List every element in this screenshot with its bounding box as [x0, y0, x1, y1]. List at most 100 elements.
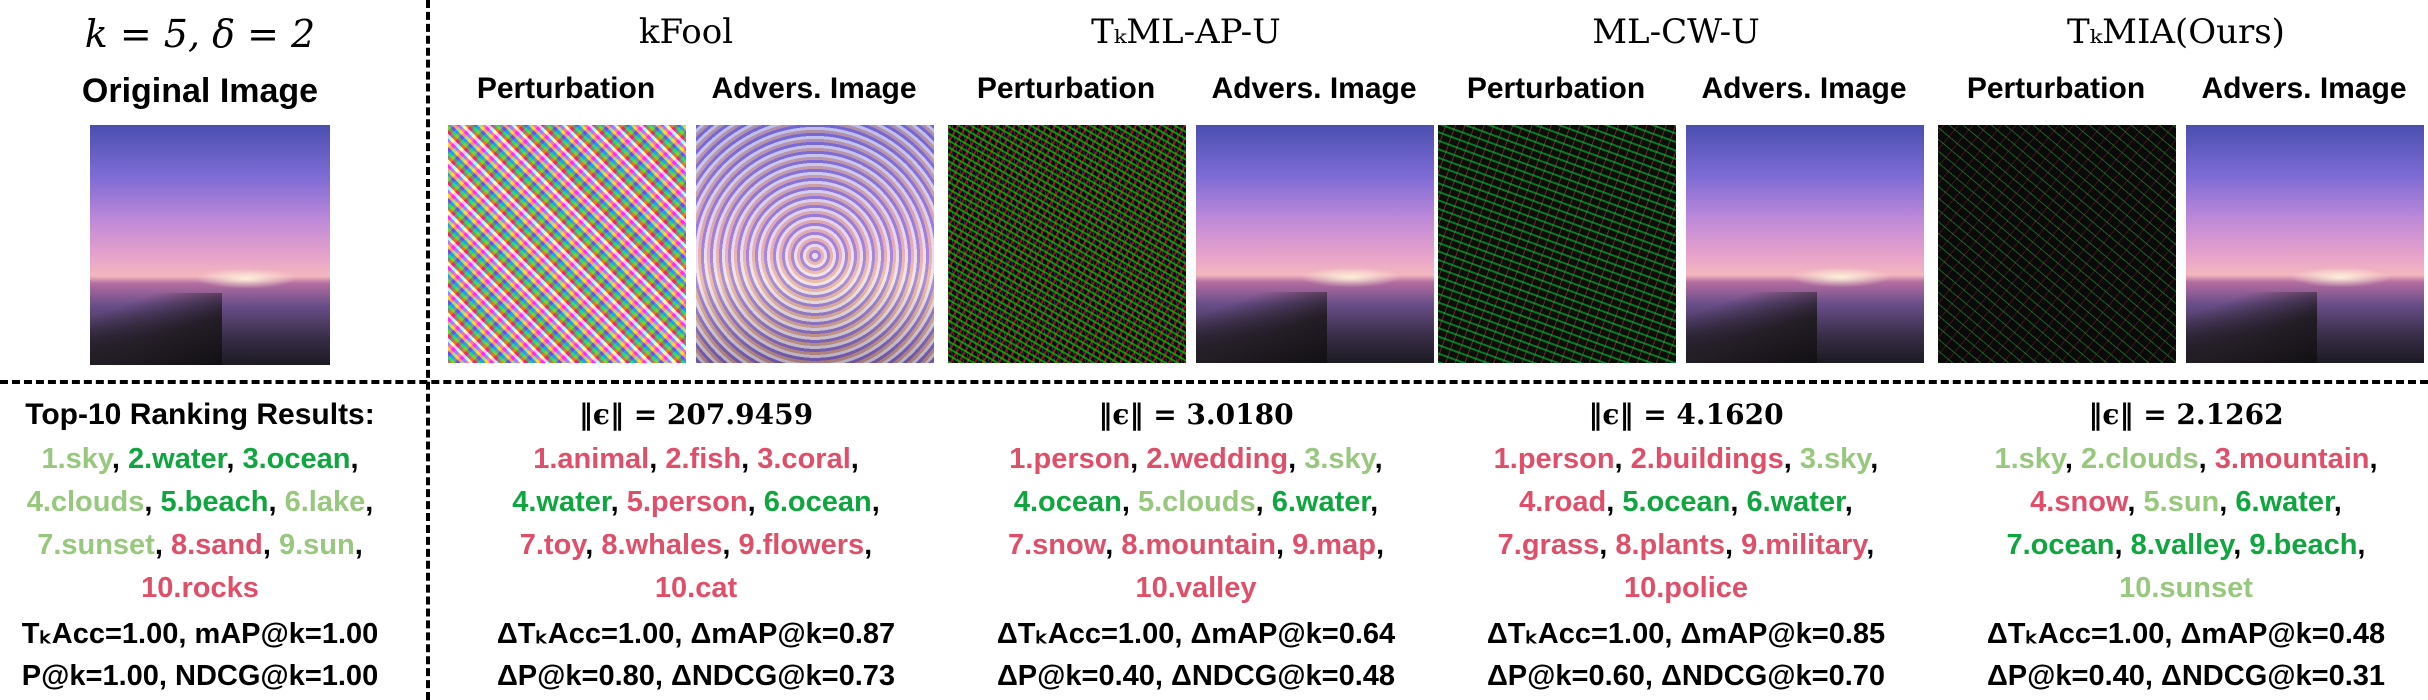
comma-separator: ,: [871, 486, 880, 518]
method-3-ranking-item: 4.snow: [2030, 486, 2128, 518]
method-1-ranking-item: 1.person: [1009, 443, 1131, 475]
comma-separator: ,: [1288, 443, 1305, 475]
method-title: TₖML-AP-U: [1091, 12, 1281, 52]
adversarial-image: [1196, 125, 1434, 363]
method-3-ranking-line: 10.sunset: [1946, 567, 2426, 610]
original-ranking-item: 6.lake: [284, 486, 366, 518]
comma-separator: ,: [1130, 443, 1147, 475]
method-3-ranking-item: 9.beach: [2249, 529, 2358, 561]
original-ranking-list: 1.sky, 2.water, 3.ocean, 4.clouds, 5.bea…: [0, 438, 440, 610]
perturbation-norm: ‖ϵ‖ = 3.0180: [1098, 398, 1294, 431]
method-3-ranking-item: 7.ocean: [2006, 529, 2115, 561]
perturbation-norm: ‖ϵ‖ = 2.1262: [2088, 398, 2284, 431]
method-1-ranking-line: 4.ocean, 5.clouds, 6.water,: [956, 481, 1436, 524]
method-2-ranking-line: 7.grass, 8.plants, 9.military,: [1446, 524, 1926, 567]
method-2-ranking-item: 3.sky: [1799, 443, 1871, 475]
comma-separator: ,: [1724, 529, 1742, 561]
method-3-ranking-line: 7.ocean, 8.valley, 9.beach,: [1946, 524, 2426, 567]
comma-separator: ,: [1783, 443, 1800, 475]
method-1-ranking-item: 2.wedding: [1146, 443, 1289, 475]
method-2-ranking-item: 6.water: [1746, 486, 1845, 518]
method-0-ranking-item: 4.water: [512, 486, 611, 518]
comma-separator: ,: [1730, 486, 1747, 518]
method-0-ranking-line: 10.cat: [456, 567, 936, 610]
method-1-ranking-item: 7.snow: [1007, 529, 1106, 561]
comma-separator: ,: [268, 486, 285, 518]
comma-separator: ,: [154, 529, 171, 561]
original-ranking-item: 3.ocean: [242, 443, 351, 475]
method-0-ranking-line: 7.toy, 8.whales, 9.flowers,: [456, 524, 936, 567]
method-title: kFool: [638, 12, 734, 52]
metrics-line2: ΔP@k=0.60, ΔNDCG@k=0.70: [1486, 660, 1886, 692]
comma-separator: ,: [144, 486, 161, 518]
original-ranking-item: 2.water: [128, 443, 227, 475]
adversarial-image: [696, 125, 934, 363]
method-2-ranking-line: 1.person, 2.buildings, 3.sky,: [1446, 438, 1926, 481]
comma-separator: ,: [1870, 443, 1879, 475]
adversarial-image-label: Advers. Image: [1701, 72, 1907, 105]
metrics-line1: ΔTₖAcc=1.00, ΔmAP@k=0.48: [1986, 618, 2386, 650]
perturbation-label: Perturbation: [976, 72, 1156, 105]
comma-separator: ,: [2127, 486, 2144, 518]
perturbation-label: Perturbation: [476, 72, 656, 105]
original-metrics-line1: TₖAcc=1.00, mAP@k=1.00: [21, 618, 379, 650]
comma-separator: ,: [1375, 529, 1385, 561]
comma-separator: ,: [1276, 529, 1293, 561]
method-3-ranking-item: 3.mountain: [2214, 443, 2370, 475]
comma-separator: ,: [741, 443, 758, 475]
original-ranking-item: 4.clouds: [26, 486, 145, 518]
method-3-ranking-item: 2.clouds: [2081, 443, 2199, 475]
method-1-ranking-item: 9.map: [1292, 529, 1376, 561]
comma-separator: ,: [2219, 486, 2236, 518]
metrics-line1: ΔTₖAcc=1.00, ΔmAP@k=0.64: [996, 618, 1396, 650]
method-1-ranking-item: 5.clouds: [1137, 486, 1256, 518]
method-0-ranking-item: 3.coral: [757, 443, 851, 475]
method-2-ranking-item: 8.plants: [1615, 529, 1725, 561]
method-title: ML-CW-U: [1592, 12, 1760, 52]
method-0-ranking-item: 7.toy: [519, 529, 586, 561]
method-0-ranking-item: 5.person: [626, 486, 748, 518]
original-image: [90, 125, 330, 365]
adversarial-image: [1686, 125, 1924, 363]
comma-separator: ,: [1121, 486, 1138, 518]
original-metrics-line2: P@k=1.00, NDCG@k=1.00: [21, 660, 379, 692]
method-0-ranking-item: 9.flowers: [738, 529, 865, 561]
method-0-ranking-line: 4.water, 5.person, 6.ocean,: [456, 481, 936, 524]
metrics-line2: ΔP@k=0.40, ΔNDCG@k=0.31: [1986, 660, 2386, 692]
comma-separator: ,: [747, 486, 764, 518]
method-3-ranking-line: 4.snow, 5.sun, 6.water,: [1946, 481, 2426, 524]
method-3-ranking-item: 6.water: [2235, 486, 2334, 518]
method-2-ranking-item: 2.buildings: [1630, 443, 1784, 475]
parameter-label: k = 5, δ = 2: [84, 12, 316, 56]
comma-separator: ,: [2233, 529, 2250, 561]
method-0-ranking-item: 1.animal: [533, 443, 650, 475]
method-3-ranking-item: 5.sun: [2143, 486, 2220, 518]
adversarial-image: [2186, 125, 2424, 363]
method-0-ranking-item: 2.fish: [665, 443, 742, 475]
method-1-ranking-item: 4.ocean: [1013, 486, 1122, 518]
method-3-ranking-item: 10.sunset: [2119, 572, 2253, 604]
vertical-separator: [426, 0, 430, 700]
method-title: TₖMIA(Ours): [2067, 12, 2285, 52]
comma-separator: ,: [226, 443, 243, 475]
method-2-ranking-item: 1.person: [1493, 443, 1615, 475]
method-1-ranking-item: 3.sky: [1304, 443, 1375, 475]
method-1-ranking-item: 10.valley: [1135, 572, 1257, 604]
comma-separator: ,: [1844, 486, 1853, 518]
method-0-ranking-item: 8.whales: [601, 529, 723, 561]
comma-separator: ,: [2357, 529, 2366, 561]
metrics-line2: ΔP@k=0.80, ΔNDCG@k=0.73: [496, 660, 896, 692]
perturbation-image: [948, 125, 1186, 363]
original-ranking-line: 10.rocks: [0, 567, 440, 610]
method-2-ranking-item: 7.grass: [1497, 529, 1600, 561]
perturbation-norm: ‖ϵ‖ = 4.1620: [1588, 398, 1784, 431]
comma-separator: ,: [1255, 486, 1272, 518]
method-ranking-list: 1.animal, 2.fish, 3.coral, 4.water, 5.pe…: [456, 438, 936, 610]
method-0-ranking-item: 10.cat: [654, 572, 738, 604]
comma-separator: ,: [111, 443, 128, 475]
adversarial-image-label: Advers. Image: [711, 72, 917, 105]
method-2-ranking-item: 10.police: [1623, 572, 1749, 604]
comma-separator: ,: [2198, 443, 2215, 475]
method-1-ranking-line: 10.valley: [956, 567, 1436, 610]
metrics-line1: ΔTₖAcc=1.00, ΔmAP@k=0.87: [496, 618, 896, 650]
